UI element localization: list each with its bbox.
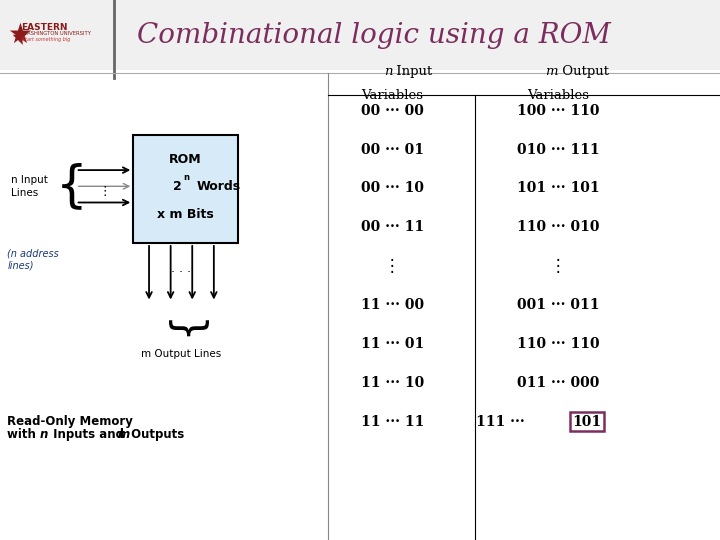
Text: m: m <box>117 428 130 441</box>
Text: ★: ★ <box>7 21 32 49</box>
Text: 2: 2 <box>173 180 181 193</box>
Text: 00 ··· 00: 00 ··· 00 <box>361 104 424 118</box>
Text: 100 ··· 110: 100 ··· 110 <box>517 104 599 118</box>
Text: 00 ··· 11: 00 ··· 11 <box>361 220 424 234</box>
Text: m Output Lines: m Output Lines <box>141 349 222 359</box>
Text: (n address
lines): (n address lines) <box>7 248 59 271</box>
Text: Start something big: Start something big <box>22 37 70 43</box>
Text: ⋮: ⋮ <box>384 257 401 275</box>
Text: x m Bits: x m Bits <box>157 208 214 221</box>
Text: n: n <box>384 65 392 78</box>
Text: 101 ··· 101: 101 ··· 101 <box>517 181 599 195</box>
Text: Read-Only Memory: Read-Only Memory <box>7 415 133 428</box>
Text: 110 ··· 110: 110 ··· 110 <box>517 337 599 351</box>
Text: m: m <box>545 65 558 78</box>
Text: n: n <box>183 173 189 181</box>
Text: 110 ··· 010: 110 ··· 010 <box>517 220 599 234</box>
Text: 101: 101 <box>572 415 601 429</box>
Text: ROM: ROM <box>169 153 202 166</box>
Text: 111 ···: 111 ··· <box>476 415 529 429</box>
Text: 00 ··· 10: 00 ··· 10 <box>361 181 424 195</box>
Text: }: } <box>161 319 202 345</box>
Text: Output: Output <box>558 65 609 78</box>
Text: n Input
Lines: n Input Lines <box>11 175 48 198</box>
Text: Inputs and: Inputs and <box>49 428 128 441</box>
Text: Input: Input <box>392 65 433 78</box>
Text: ➤: ➤ <box>6 22 27 45</box>
Text: Outputs: Outputs <box>127 428 184 441</box>
Text: 001 ··· 011: 001 ··· 011 <box>517 298 599 312</box>
Text: 00 ··· 01: 00 ··· 01 <box>361 143 424 157</box>
Text: Words: Words <box>196 180 240 193</box>
Text: Variables: Variables <box>361 89 423 102</box>
Text: 011 ··· 000: 011 ··· 000 <box>517 376 599 390</box>
Text: with: with <box>7 428 40 441</box>
FancyBboxPatch shape <box>0 0 720 70</box>
Text: 11 ··· 10: 11 ··· 10 <box>361 376 424 390</box>
Text: ⋮: ⋮ <box>549 257 567 275</box>
FancyBboxPatch shape <box>133 135 238 243</box>
Text: {: { <box>56 163 88 210</box>
Text: Combinational logic using a ROM: Combinational logic using a ROM <box>137 22 611 49</box>
Text: n: n <box>40 428 48 441</box>
Text: 11 ··· 11: 11 ··· 11 <box>361 415 424 429</box>
Text: 010 ··· 111: 010 ··· 111 <box>517 143 599 157</box>
Text: 11 ··· 01: 11 ··· 01 <box>361 337 424 351</box>
Text: ⋮: ⋮ <box>98 185 111 198</box>
Text: Variables: Variables <box>527 89 589 102</box>
Text: · · ·: · · · <box>171 266 192 279</box>
Text: WASHINGTON UNIVERSITY: WASHINGTON UNIVERSITY <box>22 31 91 36</box>
Text: EASTERN: EASTERN <box>22 23 68 31</box>
Text: 11 ··· 00: 11 ··· 00 <box>361 298 424 312</box>
